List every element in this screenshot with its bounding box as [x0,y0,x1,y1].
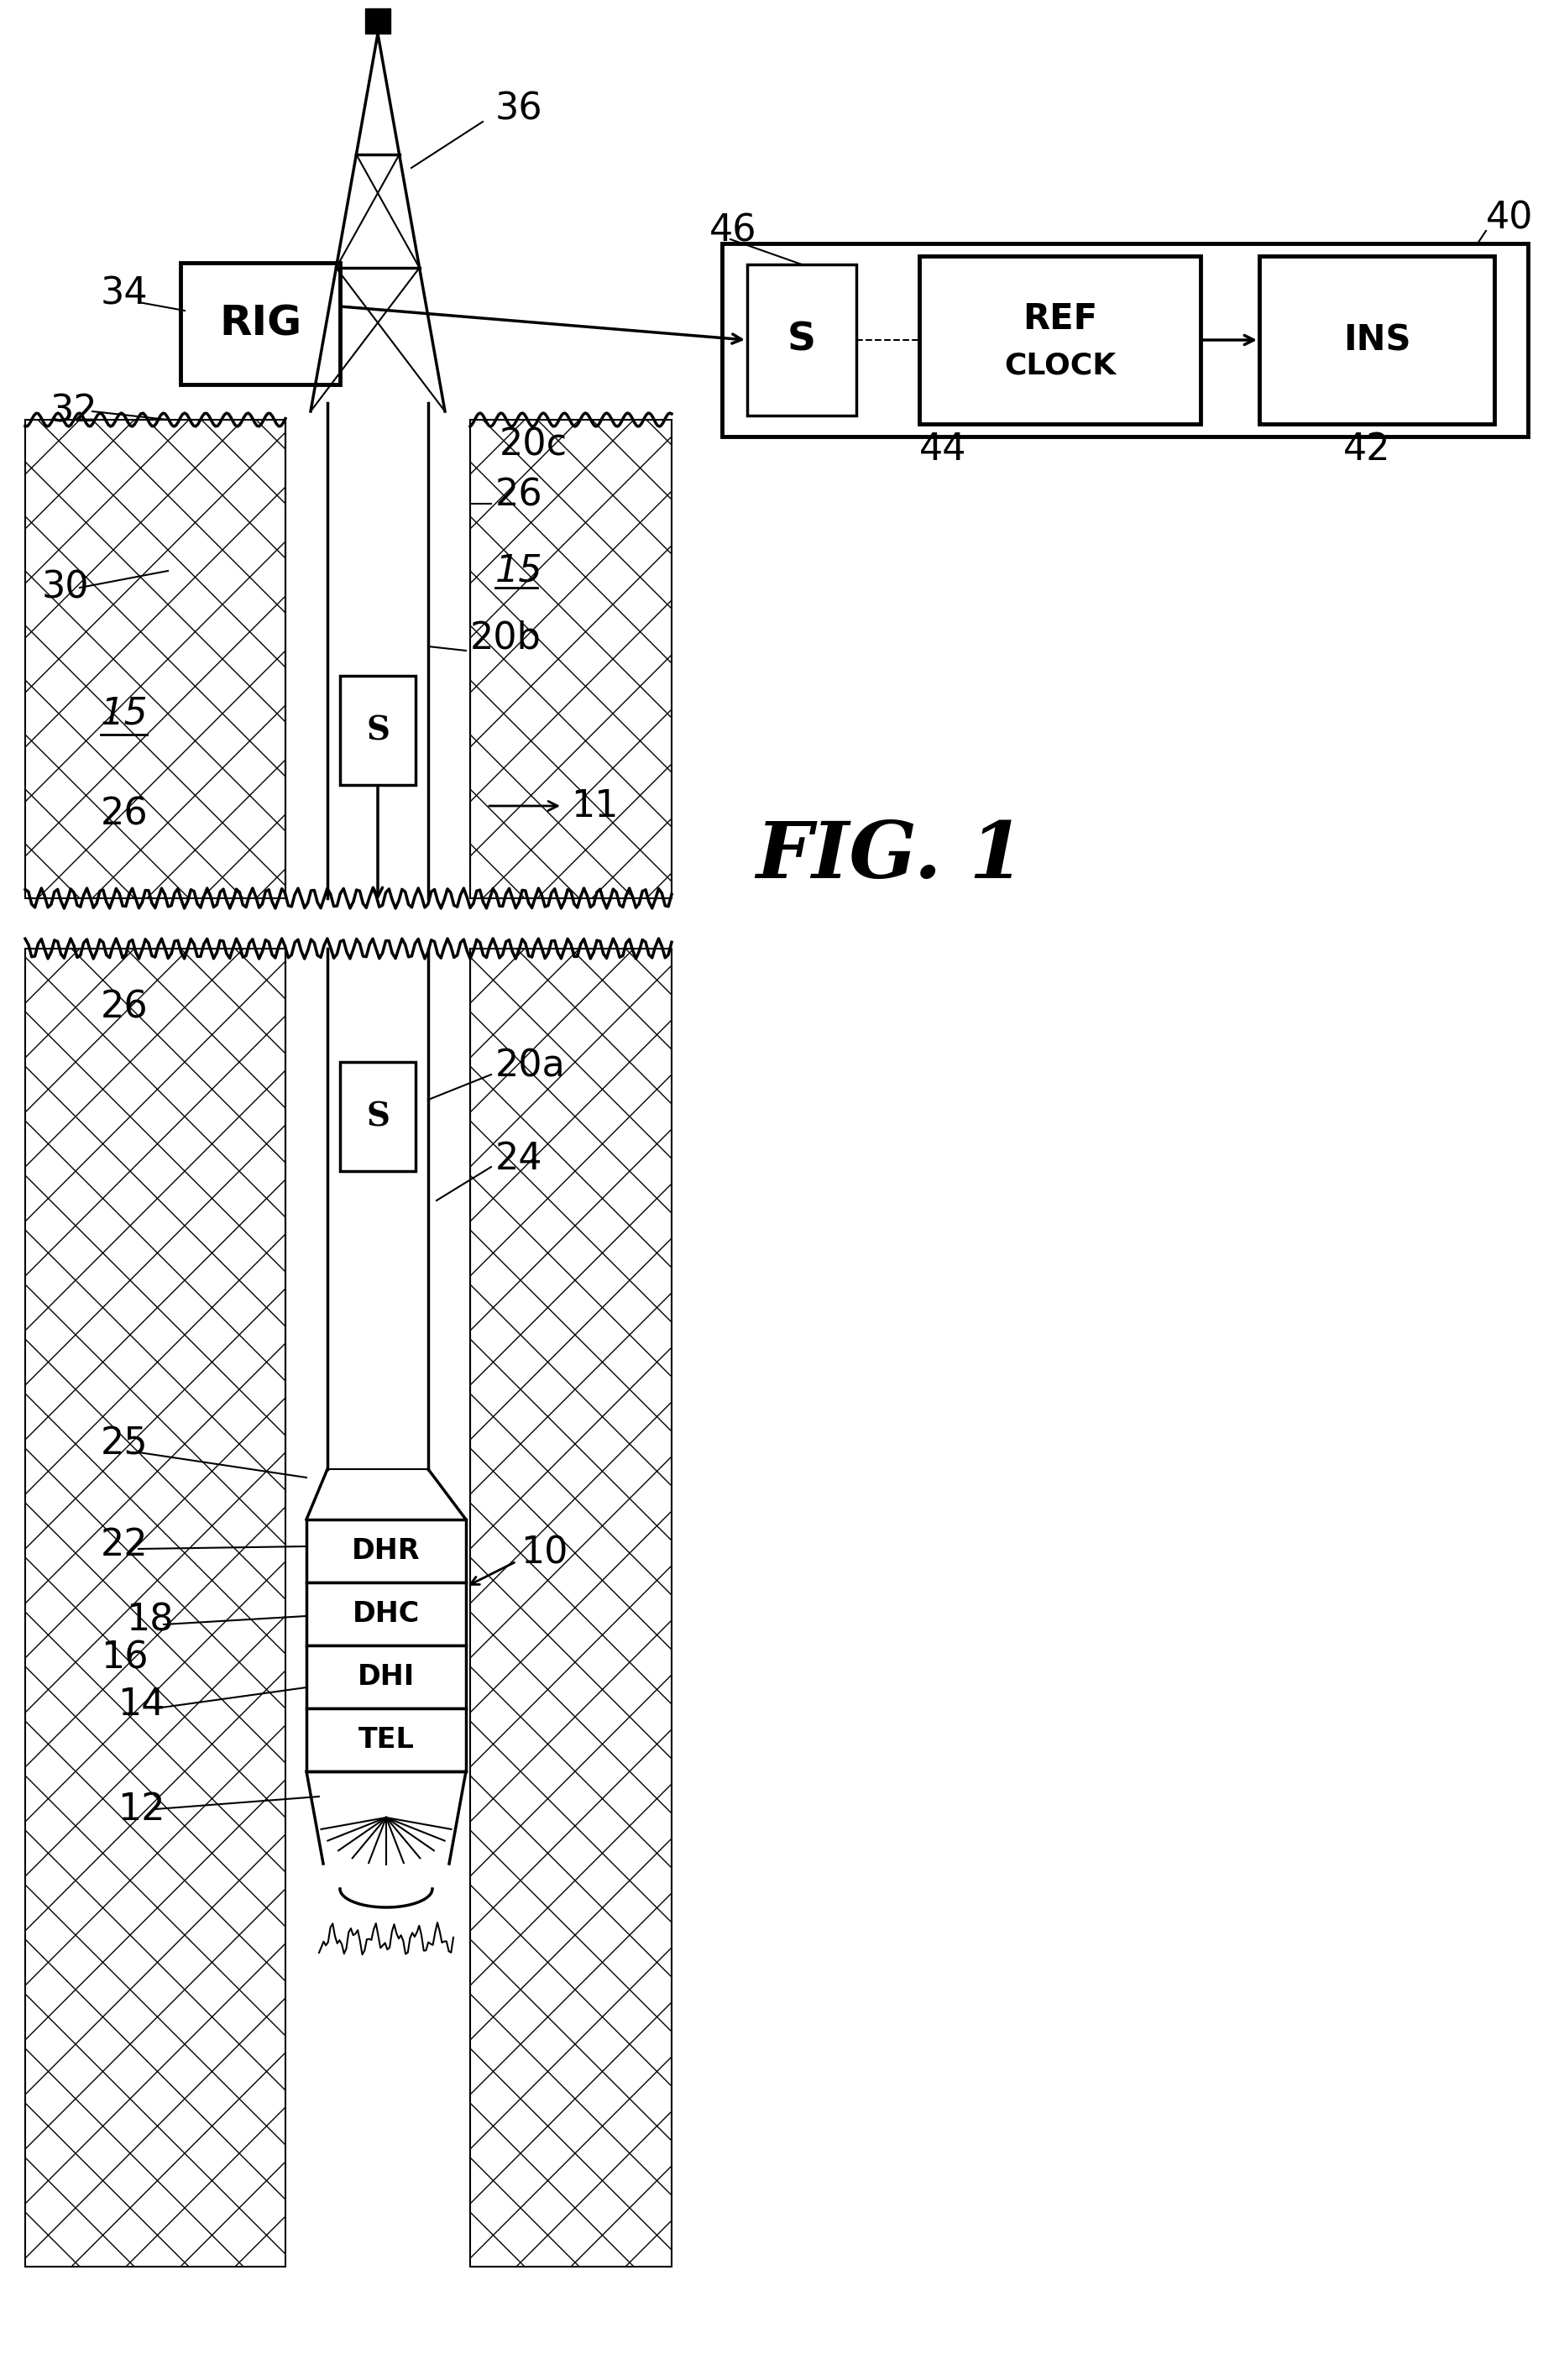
Text: 18: 18 [126,1602,173,1637]
Text: 36: 36 [496,90,543,126]
Text: 46: 46 [709,212,756,250]
Text: CLOCK: CLOCK [1004,350,1116,378]
Text: 12: 12 [117,1792,165,1828]
Text: 25: 25 [101,1426,148,1461]
Bar [181,262,340,383]
Text: S: S [366,1100,390,1133]
Text: DHI: DHI [357,1664,415,1690]
Text: 26: 26 [101,797,148,833]
Text: 24: 24 [496,1140,543,1176]
Bar [722,243,1528,436]
Text: 34: 34 [101,276,148,312]
Text: 20b: 20b [471,619,541,657]
Text: 11: 11 [571,788,619,823]
Text: 20a: 20a [496,1047,566,1085]
Text: 16: 16 [101,1640,148,1676]
Bar [340,676,416,785]
Text: REF: REF [1023,302,1098,336]
Text: RIG: RIG [218,302,301,343]
Text: 20c: 20c [499,426,567,464]
Text: FIG. 1: FIG. 1 [756,819,1024,895]
Text: 15: 15 [496,552,543,588]
Bar [307,1709,466,1771]
Text: 26: 26 [101,990,148,1026]
Bar [471,950,672,2266]
Bar [365,10,390,33]
Bar [920,257,1200,424]
Text: 10: 10 [521,1535,567,1571]
Text: S: S [366,714,390,747]
Text: TEL: TEL [359,1726,415,1754]
Text: 14: 14 [117,1685,165,1723]
Text: 26: 26 [496,478,543,514]
Bar [1260,257,1495,424]
Text: DHR: DHR [352,1537,421,1564]
Text: 30: 30 [42,569,89,605]
Text: INS: INS [1342,321,1411,357]
Bar [747,264,856,416]
Text: S: S [787,321,815,359]
Bar [25,950,285,2266]
Text: DHC: DHC [352,1599,419,1628]
Bar [307,1645,466,1709]
Text: 44: 44 [920,431,967,466]
Bar [340,1061,416,1171]
Text: 42: 42 [1344,431,1391,466]
Bar [307,1583,466,1645]
Text: 32: 32 [50,393,98,428]
Text: 15: 15 [101,695,148,731]
Text: 22: 22 [101,1526,148,1564]
Bar [471,419,672,897]
Bar [307,1518,466,1583]
Bar [25,419,285,897]
Text: 40: 40 [1486,200,1534,236]
